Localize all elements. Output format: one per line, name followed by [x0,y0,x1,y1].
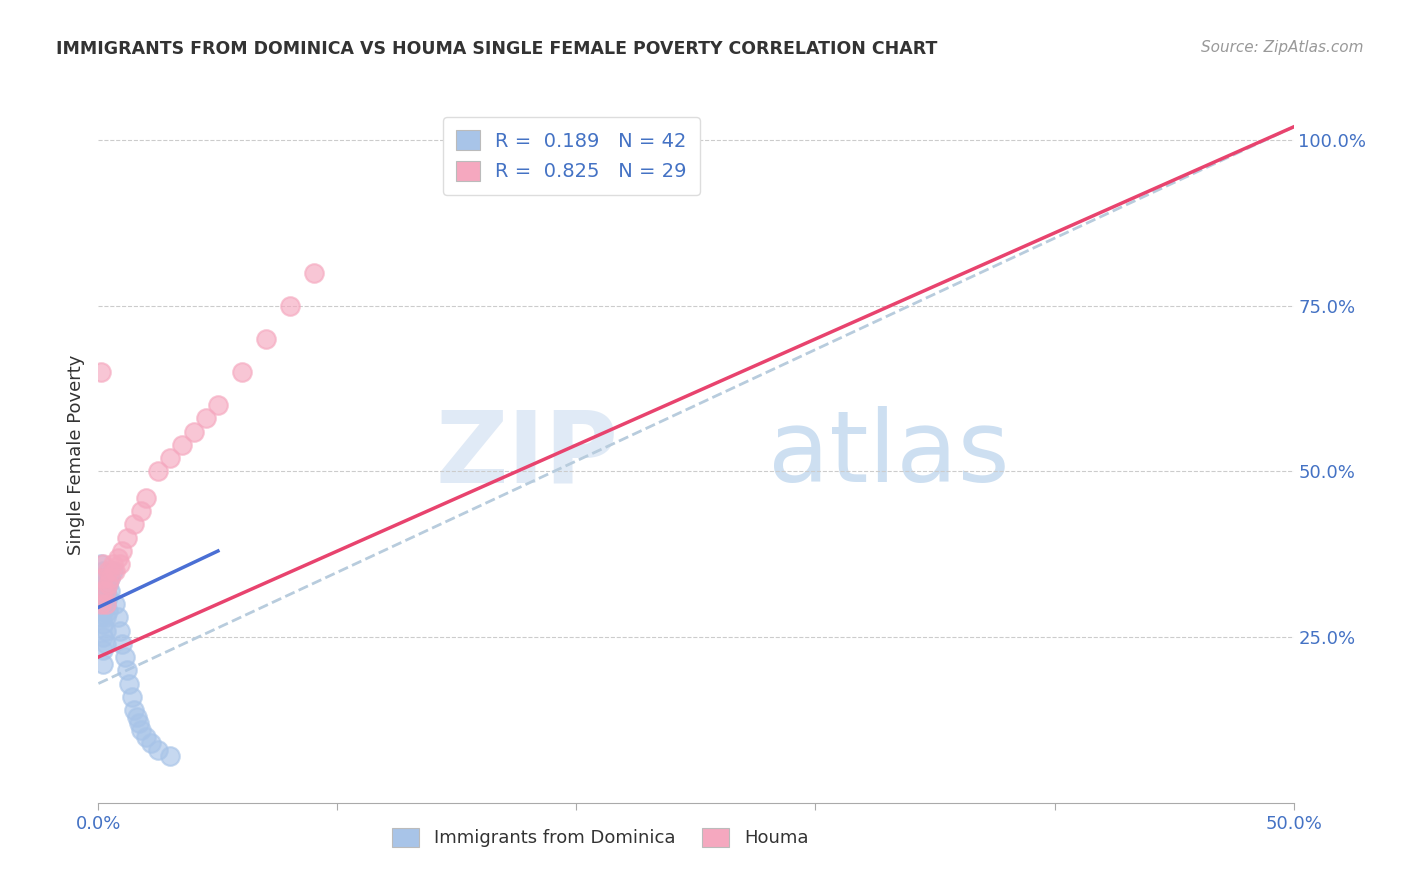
Point [91,558,114,572]
Point [183,425,205,439]
Point [91,630,114,644]
Point [159,749,181,764]
Text: atlas: atlas [768,407,1010,503]
Point [91,591,114,605]
Point [101,558,124,572]
Point [91,583,114,598]
Point [139,736,162,750]
Text: IMMIGRANTS FROM DOMINICA VS HOUMA SINGLE FEMALE POVERTY CORRELATION CHART: IMMIGRANTS FROM DOMINICA VS HOUMA SINGLE… [56,40,938,58]
Text: ZIP: ZIP [436,407,619,503]
Y-axis label: Single Female Poverty: Single Female Poverty [66,355,84,555]
Point [107,550,129,565]
Point [91,604,114,618]
Point [91,657,114,671]
Point [90,558,112,572]
Point [254,332,277,346]
Point [207,398,229,412]
Point [97,591,120,605]
Point [94,597,117,611]
Point [135,730,157,744]
Point [90,597,112,611]
Point [104,597,127,611]
Point [125,709,148,723]
Point [91,616,114,631]
Point [128,716,150,731]
Point [124,517,146,532]
Point [172,438,194,452]
Point [115,663,138,677]
Point [98,583,122,598]
Point [94,583,117,598]
Point [94,624,117,638]
Point [131,504,153,518]
Point [111,544,134,558]
Point [97,577,120,591]
Point [148,465,170,479]
Point [148,743,170,757]
Point [91,604,114,618]
Point [90,570,112,584]
Point [90,365,112,379]
Point [91,643,114,657]
Point [97,577,120,591]
Point [124,703,146,717]
Point [118,676,141,690]
Point [108,558,131,572]
Point [90,583,112,598]
Point [159,451,181,466]
Text: Source: ZipAtlas.com: Source: ZipAtlas.com [1201,40,1364,55]
Point [97,564,120,578]
Point [91,564,114,578]
Point [94,637,117,651]
Point [94,597,117,611]
Point [131,723,153,737]
Point [302,266,325,280]
Point [101,564,124,578]
Point [94,583,117,598]
Point [231,365,253,379]
Point [108,624,131,638]
Point [97,604,120,618]
Point [135,491,157,505]
Point [90,610,112,624]
Legend: Immigrants from Dominica, Houma: Immigrants from Dominica, Houma [384,819,817,856]
Point [104,564,127,578]
Point [90,597,112,611]
Point [98,570,122,584]
Point [107,610,129,624]
Point [94,610,117,624]
Point [115,531,138,545]
Point [278,299,301,313]
Point [98,570,122,584]
Point [91,570,114,584]
Point [111,637,134,651]
Point [121,690,143,704]
Point [91,591,114,605]
Point [91,577,114,591]
Point [114,650,136,665]
Point [195,411,218,425]
